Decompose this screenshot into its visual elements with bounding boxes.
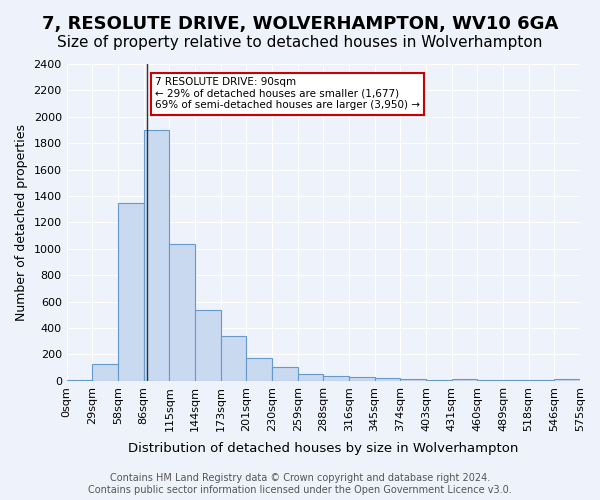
Text: 7, RESOLUTE DRIVE, WOLVERHAMPTON, WV10 6GA: 7, RESOLUTE DRIVE, WOLVERHAMPTON, WV10 6… xyxy=(42,15,558,33)
Text: Contains HM Land Registry data © Crown copyright and database right 2024.
Contai: Contains HM Land Registry data © Crown c… xyxy=(88,474,512,495)
Bar xyxy=(143,130,169,381)
Bar xyxy=(426,380,452,381)
Bar xyxy=(247,358,272,381)
Bar xyxy=(118,202,143,381)
Bar xyxy=(323,376,349,381)
Bar xyxy=(169,244,195,381)
Bar xyxy=(400,379,426,381)
Bar xyxy=(478,380,503,381)
Bar xyxy=(221,336,247,381)
Text: 7 RESOLUTE DRIVE: 90sqm
← 29% of detached houses are smaller (1,677)
69% of semi: 7 RESOLUTE DRIVE: 90sqm ← 29% of detache… xyxy=(155,77,420,110)
X-axis label: Distribution of detached houses by size in Wolverhampton: Distribution of detached houses by size … xyxy=(128,442,518,455)
Bar xyxy=(67,380,92,381)
Bar xyxy=(374,378,400,381)
Bar xyxy=(529,380,554,381)
Text: Size of property relative to detached houses in Wolverhampton: Size of property relative to detached ho… xyxy=(58,35,542,50)
Bar xyxy=(349,377,374,381)
Bar xyxy=(272,367,298,381)
Y-axis label: Number of detached properties: Number of detached properties xyxy=(15,124,28,321)
Bar xyxy=(452,379,478,381)
Bar xyxy=(298,374,323,381)
Bar xyxy=(92,364,118,381)
Bar xyxy=(503,380,529,381)
Bar xyxy=(554,379,580,381)
Bar xyxy=(195,310,221,381)
